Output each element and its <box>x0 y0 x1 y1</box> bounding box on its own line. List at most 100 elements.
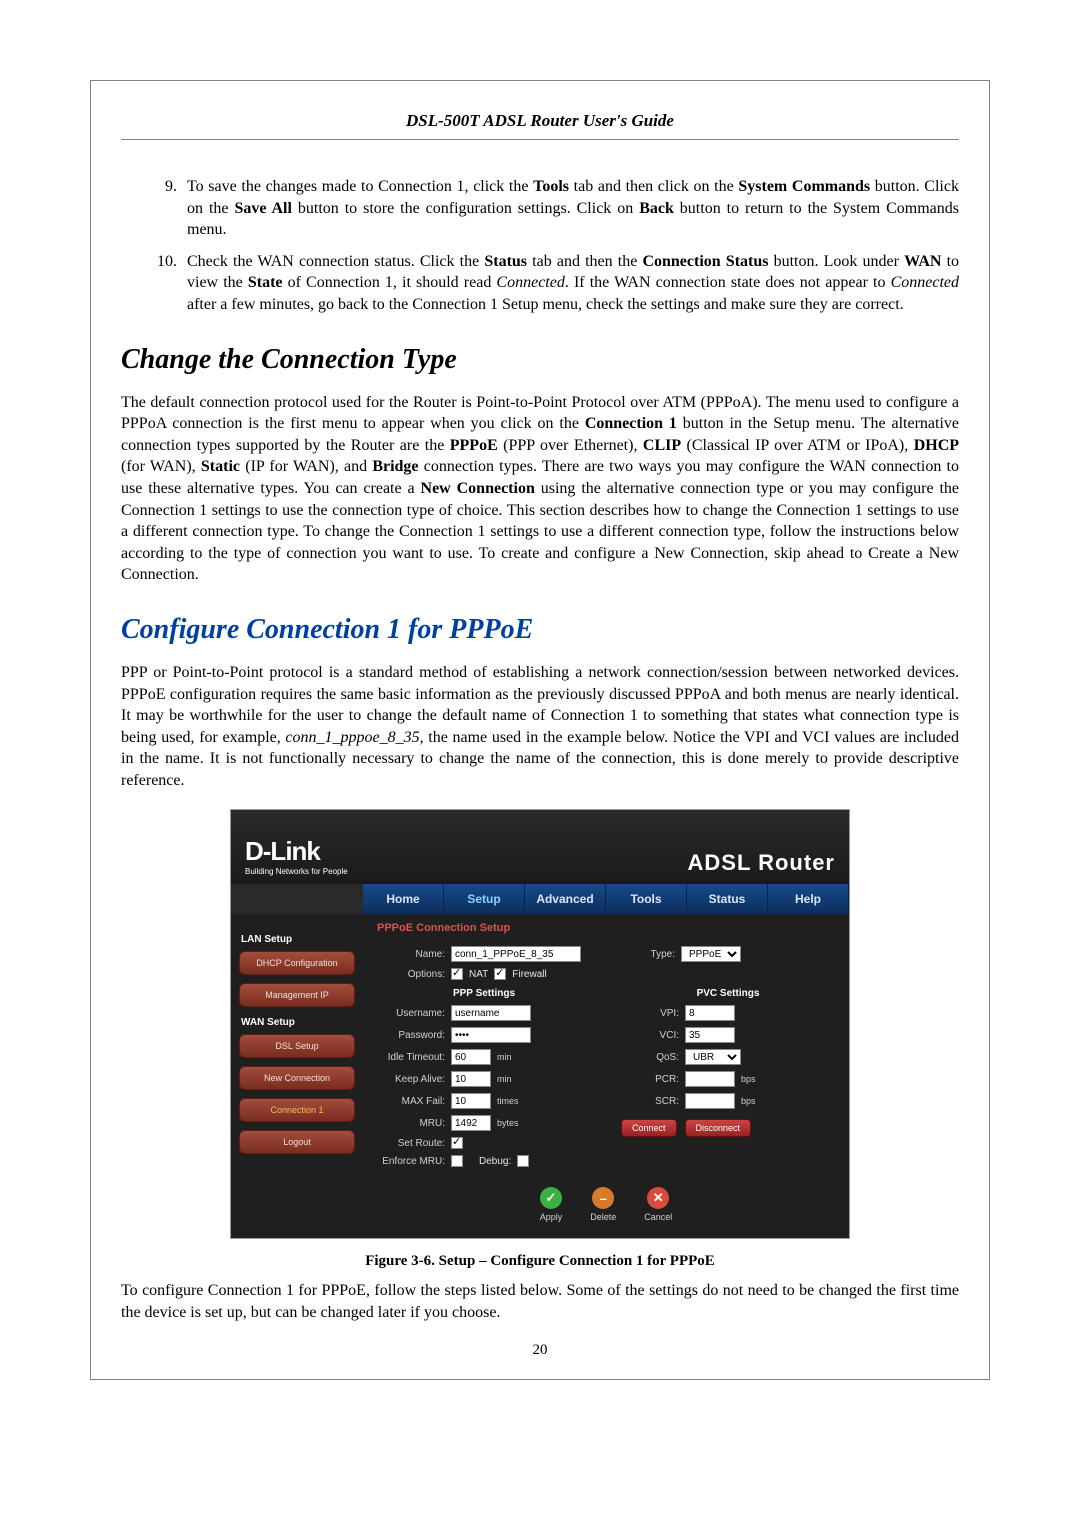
firewall-label: Firewall <box>512 969 546 980</box>
side-conn1[interactable]: Connection 1 <box>239 1098 355 1122</box>
qos-l: QoS: <box>621 1052 679 1063</box>
numbered-steps: To save the changes made to Connection 1… <box>181 176 959 316</box>
figure-header: D-Link Building Networks for People ADSL… <box>231 810 849 884</box>
side-logout[interactable]: Logout <box>239 1130 355 1154</box>
vpi-input[interactable] <box>685 1005 735 1021</box>
figure-nav: Home Setup Advanced Tools Status Help <box>231 884 849 914</box>
delete-icon: – <box>592 1187 614 1209</box>
side-mgmt-ip[interactable]: Management IP <box>239 983 355 1007</box>
name-label: Name: <box>377 949 445 960</box>
figure-body: LAN Setup DHCP Configuration Management … <box>231 914 849 1238</box>
idle-u: min <box>497 1052 512 1062</box>
password-input[interactable] <box>451 1027 531 1043</box>
delete-action[interactable]: – Delete <box>590 1187 616 1222</box>
scr-l: SCR: <box>621 1096 679 1107</box>
doc-header: DSL-500T ADSL Router User's Guide <box>121 111 959 140</box>
username-input[interactable] <box>451 1005 531 1021</box>
password-l: Password: <box>377 1030 445 1041</box>
brand-sub: Building Networks for People <box>245 867 348 876</box>
max-input[interactable] <box>451 1093 491 1109</box>
side-dhcp[interactable]: DHCP Configuration <box>239 951 355 975</box>
tab-home[interactable]: Home <box>363 884 444 914</box>
tab-help[interactable]: Help <box>768 884 849 914</box>
username-l: Username: <box>377 1008 445 1019</box>
debug-checkbox[interactable] <box>517 1155 529 1167</box>
ppp-heading: PPP Settings <box>377 988 591 999</box>
idle-l: Idle Timeout: <box>377 1052 445 1063</box>
step-9: To save the changes made to Connection 1… <box>181 176 959 241</box>
side-wan-heading: WAN Setup <box>241 1017 355 1028</box>
max-u: times <box>497 1096 519 1106</box>
section-heading-change-type: Change the Connection Type <box>121 344 959 376</box>
page-frame: DSL-500T ADSL Router User's Guide To sav… <box>90 80 990 1380</box>
side-dsl-setup[interactable]: DSL Setup <box>239 1034 355 1058</box>
row-options: Options: NAT Firewall <box>377 968 835 980</box>
apply-label: Apply <box>540 1212 563 1222</box>
vpi-l: VPI: <box>621 1008 679 1019</box>
nav-spacer <box>231 884 363 914</box>
router-screenshot: D-Link Building Networks for People ADSL… <box>230 809 850 1239</box>
nat-checkbox[interactable] <box>451 968 463 980</box>
figure-wrap: D-Link Building Networks for People ADSL… <box>121 809 959 1239</box>
apply-action[interactable]: ✓ Apply <box>540 1187 563 1222</box>
keep-input[interactable] <box>451 1071 491 1087</box>
connect-btns: Connect Disconnect <box>621 1119 835 1137</box>
keep-l: Keep Alive: <box>377 1074 445 1085</box>
mru-l: MRU: <box>377 1118 445 1129</box>
enforce-checkbox[interactable] <box>451 1155 463 1167</box>
panel-title: PPPoE Connection Setup <box>377 922 835 934</box>
tab-setup[interactable]: Setup <box>444 884 525 914</box>
name-input[interactable] <box>451 946 581 962</box>
step-10: Check the WAN connection status. Click t… <box>181 251 959 316</box>
section-heading-pppoe: Configure Connection 1 for PPPoE <box>121 614 959 646</box>
pcr-l: PCR: <box>621 1074 679 1085</box>
side-new-conn[interactable]: New Connection <box>239 1066 355 1090</box>
closing-text: To configure Connection 1 for PPPoE, fol… <box>121 1280 959 1323</box>
debug-l: Debug: <box>479 1156 511 1167</box>
ppp-col: PPP Settings Username: Password: Idle Ti… <box>377 988 591 1173</box>
vci-l: VCI: <box>621 1030 679 1041</box>
pvc-heading: PVC Settings <box>621 988 835 999</box>
mru-u: bytes <box>497 1118 519 1128</box>
route-checkbox[interactable] <box>451 1137 463 1149</box>
tab-advanced[interactable]: Advanced <box>525 884 606 914</box>
brand: D-Link Building Networks for People <box>245 836 348 876</box>
tab-tools[interactable]: Tools <box>606 884 687 914</box>
pcr-u: bps <box>741 1074 756 1084</box>
type-select[interactable]: PPPoE <box>681 946 741 962</box>
brand-main: D-Link <box>245 836 348 867</box>
cancel-icon: ✕ <box>647 1187 669 1209</box>
vci-input[interactable] <box>685 1027 735 1043</box>
main-panel: PPPoE Connection Setup Name: Type: PPPoE… <box>363 914 849 1228</box>
row-name: Name: Type: PPPoE <box>377 946 835 962</box>
cancel-label: Cancel <box>644 1212 672 1222</box>
scr-u: bps <box>741 1096 756 1106</box>
keep-u: min <box>497 1074 512 1084</box>
route-l: Set Route: <box>377 1138 445 1149</box>
firewall-checkbox[interactable] <box>494 968 506 980</box>
max-l: MAX Fail: <box>377 1096 445 1107</box>
figure-caption: Figure 3-6. Setup – Configure Connection… <box>121 1253 959 1270</box>
section2-body: PPP or Point-to-Point protocol is a stan… <box>121 662 959 792</box>
router-title: ADSL Router <box>688 850 836 876</box>
scr-input[interactable] <box>685 1093 735 1109</box>
mru-input[interactable] <box>451 1115 491 1131</box>
cancel-action[interactable]: ✕ Cancel <box>644 1187 672 1222</box>
pvc-col: PVC Settings VPI: VCI: QoS: UBR PCR: bps S… <box>621 988 835 1173</box>
nat-label: NAT <box>469 969 488 980</box>
side-lan-heading: LAN Setup <box>241 934 355 945</box>
pcr-input[interactable] <box>685 1071 735 1087</box>
settings-cols: PPP Settings Username: Password: Idle Ti… <box>377 988 835 1173</box>
disconnect-button[interactable]: Disconnect <box>685 1119 752 1137</box>
section1-body: The default connection protocol used for… <box>121 392 959 586</box>
options-label: Options: <box>377 969 445 980</box>
tab-status[interactable]: Status <box>687 884 768 914</box>
enforce-l: Enforce MRU: <box>377 1156 445 1167</box>
connect-button[interactable]: Connect <box>621 1119 677 1137</box>
type-label: Type: <box>617 949 675 960</box>
page-number: 20 <box>121 1342 959 1359</box>
idle-input[interactable] <box>451 1049 491 1065</box>
qos-select[interactable]: UBR <box>685 1049 741 1065</box>
apply-icon: ✓ <box>540 1187 562 1209</box>
delete-label: Delete <box>590 1212 616 1222</box>
